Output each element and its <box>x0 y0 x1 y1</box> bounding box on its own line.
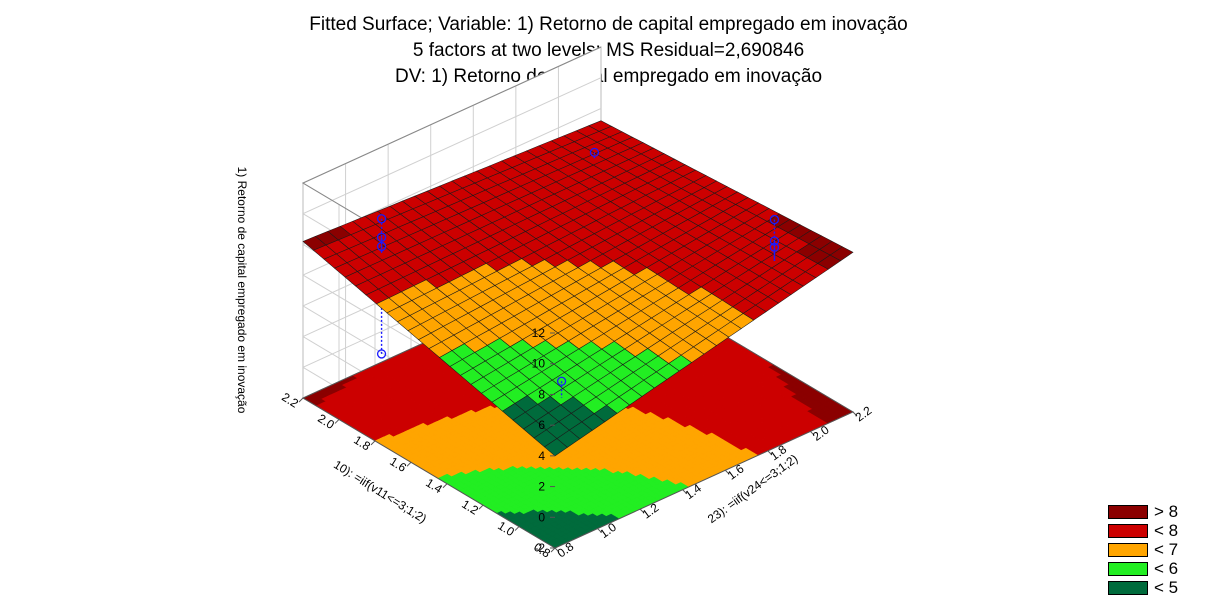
legend-entry: < 8 <box>1108 521 1178 540</box>
x-tick-mark <box>514 526 520 531</box>
y-tick-mark <box>724 469 730 475</box>
legend-label: < 8 <box>1154 520 1179 540</box>
residual-lines-over <box>376 147 780 398</box>
x-tick-mark <box>334 419 340 424</box>
z-tick-label: 12 <box>532 326 546 340</box>
observed-point <box>556 376 567 386</box>
observed-point <box>376 232 387 242</box>
chart-subtitle-dv: DV: 1) Retorno de capital empregado em i… <box>394 66 823 87</box>
z-tick-label: 6 <box>538 418 545 432</box>
y-tick-label: 2.2 <box>853 403 875 424</box>
y-tick-mark <box>852 411 858 417</box>
surface-cell <box>544 438 568 457</box>
observed-point <box>769 214 780 225</box>
x-tick-mark <box>550 547 556 553</box>
legend-entry: > 8 <box>1108 502 1178 521</box>
x-tick-mark <box>298 397 304 403</box>
legend: > 8 < 8 < 7 < 6 < 5 <box>1108 502 1178 597</box>
z-tick-label: 10 <box>532 357 546 371</box>
x-tick-label: 2.2 <box>279 390 301 411</box>
legend-entry: < 6 <box>1108 559 1178 578</box>
chart-title: Fitted Surface; Variable: 1) Retorno de … <box>309 14 908 35</box>
x-tick-mark <box>478 504 484 510</box>
legend-label: > 8 <box>1154 501 1179 521</box>
observed-point <box>376 349 387 359</box>
y-tick-mark <box>639 508 645 514</box>
fitted-surface <box>302 120 854 457</box>
y-tick-mark <box>810 431 815 436</box>
y-tick-mark <box>554 547 560 553</box>
x-axis-label: 10): =iif(v11<=3;1;2) <box>331 457 429 525</box>
legend-label: < 6 <box>1154 558 1179 578</box>
legend-entry: < 7 <box>1108 540 1178 559</box>
x-tick-mark <box>406 461 412 467</box>
legend-label: < 5 <box>1154 577 1179 597</box>
x-tick-mark <box>370 440 376 446</box>
z-tick-label: 2 <box>538 480 545 494</box>
legend-swatch <box>1108 561 1148 576</box>
chart-titles: Fitted Surface; Variable: 1) Retorno de … <box>0 12 1217 90</box>
z-axis-label: 1) Retorno de capital empregado em inova… <box>235 167 249 414</box>
chart-subtitle: 5 factors at two levels; MS Residual=2,6… <box>412 40 805 61</box>
observed-point <box>376 214 387 224</box>
legend-swatch <box>1108 580 1148 595</box>
z-tick-label: 4 <box>538 449 545 463</box>
legend-swatch <box>1108 504 1148 519</box>
y-tick-mark <box>767 450 773 456</box>
legend-label: < 7 <box>1154 539 1179 559</box>
z-tick-label: -2 <box>534 541 545 555</box>
observed-point <box>769 242 780 252</box>
legend-swatch <box>1108 523 1148 538</box>
z-tick-label: 0 <box>538 510 545 524</box>
x-tick-mark <box>442 483 448 489</box>
observed-point <box>589 147 600 158</box>
legend-swatch <box>1108 542 1148 557</box>
y-tick-mark <box>597 528 602 533</box>
z-tick-label: 8 <box>538 387 545 401</box>
legend-entry: < 5 <box>1108 578 1178 597</box>
y-tick-mark <box>682 489 688 495</box>
